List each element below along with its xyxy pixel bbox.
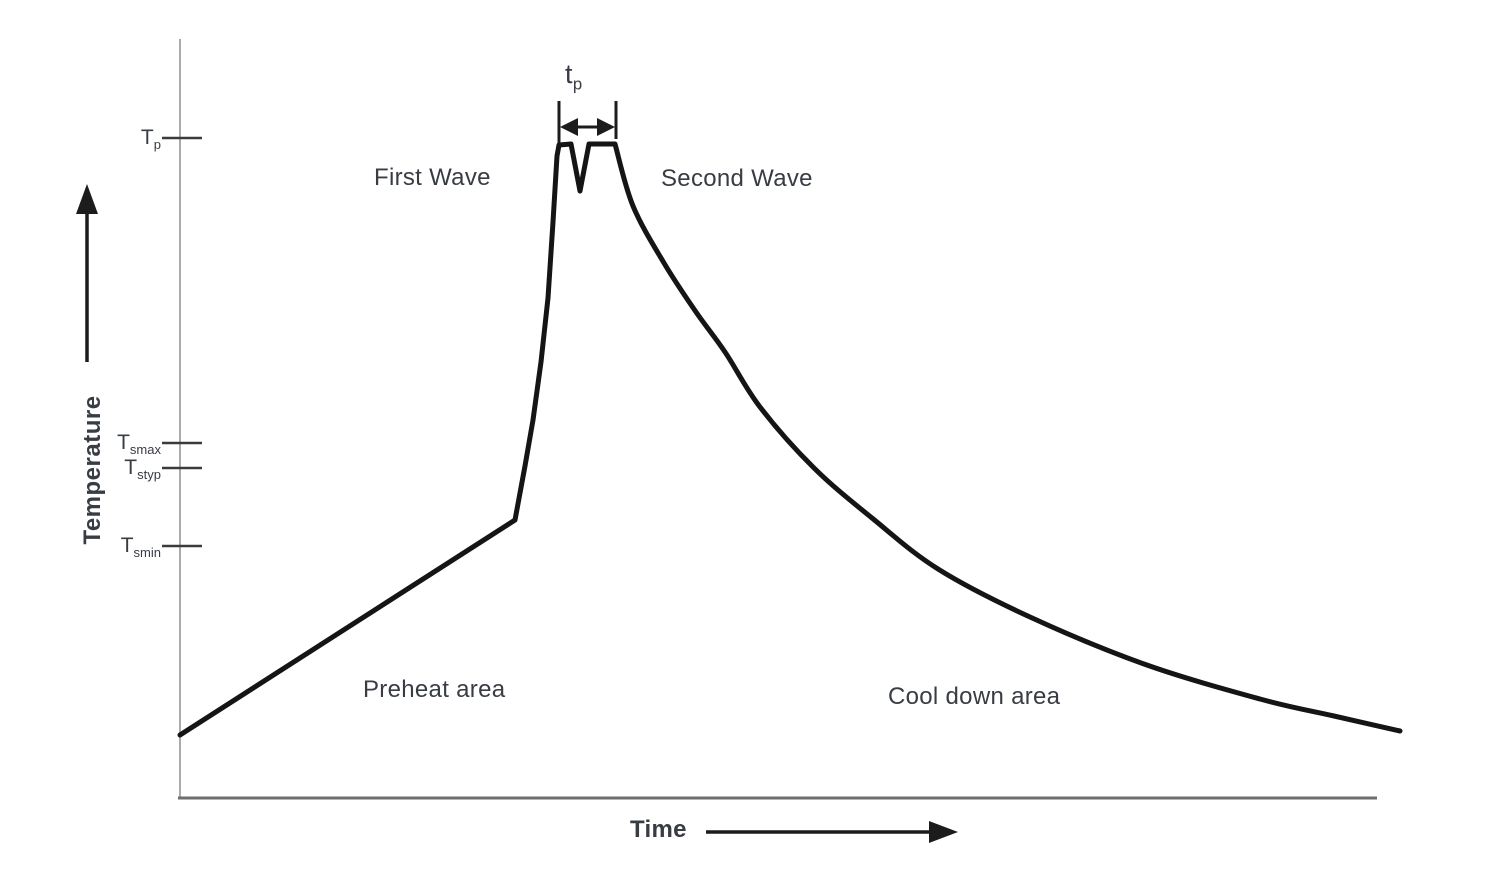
annotation-preheat-area: Preheat area: [363, 676, 506, 703]
arrow-left-icon: [560, 118, 578, 136]
arrow-right-icon: [597, 118, 615, 136]
y-tick-label-tstyp: Tstyp: [124, 456, 161, 483]
annotation-first-wave: First Wave: [374, 164, 491, 191]
tp-label-main: t: [565, 59, 573, 89]
temperature-axis-arrow-icon: [76, 184, 98, 362]
y-tick-label-tsmax: Tsmax: [117, 431, 161, 458]
y-axis-ticks: [162, 136, 202, 548]
tp-label-sub: p: [572, 74, 583, 94]
tp-duration-bracket: [557, 101, 618, 146]
annotation-second-wave: Second Wave: [661, 165, 813, 192]
time-axis-arrow-icon: [706, 821, 958, 843]
y-tick-label-tp: Tp: [140, 126, 161, 153]
x-axis-title: Time: [630, 816, 687, 843]
annotation-tp-duration-label: tp: [565, 59, 583, 94]
y-tick-label-tsmin: Tsmin: [120, 534, 161, 561]
temperature-profile-curve: [177, 141, 1403, 738]
annotation-cool-down-area: Cool down area: [888, 683, 1061, 710]
